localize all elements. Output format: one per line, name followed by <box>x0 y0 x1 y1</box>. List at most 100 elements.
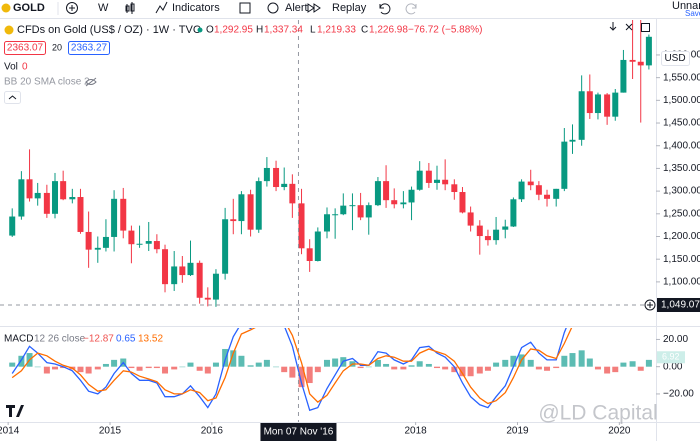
macd-histogram-bar <box>612 366 619 373</box>
macd-histogram-bar <box>171 366 178 370</box>
collapse-icon <box>8 95 17 100</box>
pane-down-button[interactable] <box>609 22 617 31</box>
macd-marker-box <box>657 351 685 364</box>
candle-body <box>578 91 585 140</box>
macd-histogram-bar <box>145 366 152 369</box>
candle-body <box>561 141 568 189</box>
y-tick-label: 1,400.00 <box>663 140 700 151</box>
macd-histogram-bar <box>442 366 449 370</box>
layout-name[interactable]: Unnam <box>672 0 700 12</box>
instrument-icon <box>4 25 14 35</box>
candle-body <box>535 185 542 195</box>
x-tick-label: 2018 <box>404 426 427 437</box>
macd-histogram-bar <box>374 359 381 367</box>
sell-button[interactable] <box>4 41 46 55</box>
macd-histogram-bar <box>510 355 517 367</box>
macd-histogram-bar <box>604 366 611 374</box>
macd-histogram-bar <box>212 362 219 367</box>
candle-body <box>400 202 407 205</box>
pane-maximize-button[interactable] <box>641 23 650 32</box>
macd-histogram-bar <box>578 350 585 367</box>
macd-histogram-bar <box>306 366 313 384</box>
macd-histogram-bar <box>298 366 305 388</box>
candle-body <box>289 183 296 204</box>
macd-histogram-bar <box>43 366 50 374</box>
candle-body <box>222 219 229 274</box>
collapse-button[interactable] <box>4 91 21 104</box>
undo-button[interactable] <box>379 3 391 15</box>
currency: USD <box>664 53 685 64</box>
macd-line <box>11 328 567 412</box>
open-value: 1,292.95 <box>214 25 253 36</box>
y-tick-label: 1,100.00 <box>663 277 700 288</box>
currency-button[interactable] <box>661 51 690 66</box>
candle-body <box>162 249 169 285</box>
macd-histogram-bar <box>238 355 245 367</box>
candle-body <box>645 36 652 66</box>
candle-body <box>171 266 178 285</box>
y-tick-label: 1,550.00 <box>663 72 700 83</box>
macd-histogram-bar <box>527 359 534 367</box>
macd-histogram-bar <box>416 361 423 367</box>
alert-button[interactable]: Alert <box>285 2 308 14</box>
x-tick-label: 2020 <box>608 426 631 437</box>
low-value: 1,219.33 <box>317 25 356 36</box>
buy-button[interactable] <box>68 41 110 55</box>
candle-body <box>273 167 280 188</box>
candle-body <box>314 231 321 262</box>
crosshair-x-label: Mon 07 Nov '16 <box>264 427 334 438</box>
candle-body <box>493 229 500 241</box>
macd-histogram-bar <box>136 366 143 371</box>
macd-histogram-bar <box>365 366 372 368</box>
macd-histogram-bar <box>434 366 441 369</box>
chart-type-button[interactable] <box>125 2 135 14</box>
macd-histogram-bar <box>535 366 542 370</box>
candle-body <box>544 194 551 199</box>
x-tick-label: 2015 <box>99 426 122 437</box>
symbol[interactable]: GOLD <box>13 2 45 14</box>
indicators-icon <box>155 1 168 14</box>
macd-histogram-bar <box>128 366 135 369</box>
macd-histogram-bar <box>18 355 25 367</box>
macd-histogram-bar <box>187 362 194 367</box>
candle-body <box>484 236 491 241</box>
macd-params: 12 26 close <box>34 334 86 345</box>
templates-button[interactable] <box>239 2 251 14</box>
volume-value: 0 <box>22 62 28 73</box>
symbol-icon <box>1 3 11 13</box>
y-tick-label: 1,150.00 <box>663 254 700 265</box>
macd-histogram-bar <box>9 362 16 367</box>
macd-histogram-bar <box>179 366 186 368</box>
candle-body <box>281 183 288 188</box>
candle-body <box>306 248 313 262</box>
pane-close-button[interactable] <box>625 23 633 31</box>
tv-logo <box>6 405 24 417</box>
compare-button[interactable] <box>66 2 78 14</box>
candle-body <box>502 226 509 230</box>
macd-histogram-bar <box>314 366 321 373</box>
save-button[interactable]: Save <box>685 9 700 18</box>
indicators-button[interactable]: Indicators <box>172 2 220 14</box>
candle-body <box>637 61 644 66</box>
macd-histogram-bar <box>153 366 160 369</box>
candle-body <box>120 198 127 231</box>
macd-hist-value: −12.87 <box>83 334 114 345</box>
open-key: O <box>206 25 214 36</box>
y-tick-label: 1,450.00 <box>663 118 700 129</box>
candle-body <box>153 241 160 250</box>
y-tick-label: 1,250.00 <box>663 208 700 219</box>
hide-icon[interactable] <box>85 77 97 87</box>
legend: CFDs on Gold (US$ / OZ) · 1W · TVC O 1,2… <box>4 24 483 104</box>
plus-icon <box>647 301 653 308</box>
candle-body <box>349 205 356 207</box>
candle-body <box>357 205 364 218</box>
candle-body <box>179 266 186 276</box>
macd-y-tick-label: 0.00 <box>663 361 683 372</box>
replay-button[interactable]: Replay <box>332 2 367 14</box>
redo-button[interactable] <box>405 3 417 15</box>
candle-body <box>569 139 576 142</box>
interval-button[interactable]: W <box>98 2 109 14</box>
macd-histogram-bar <box>111 359 118 367</box>
candle-body <box>391 200 398 205</box>
market-status <box>197 27 203 33</box>
